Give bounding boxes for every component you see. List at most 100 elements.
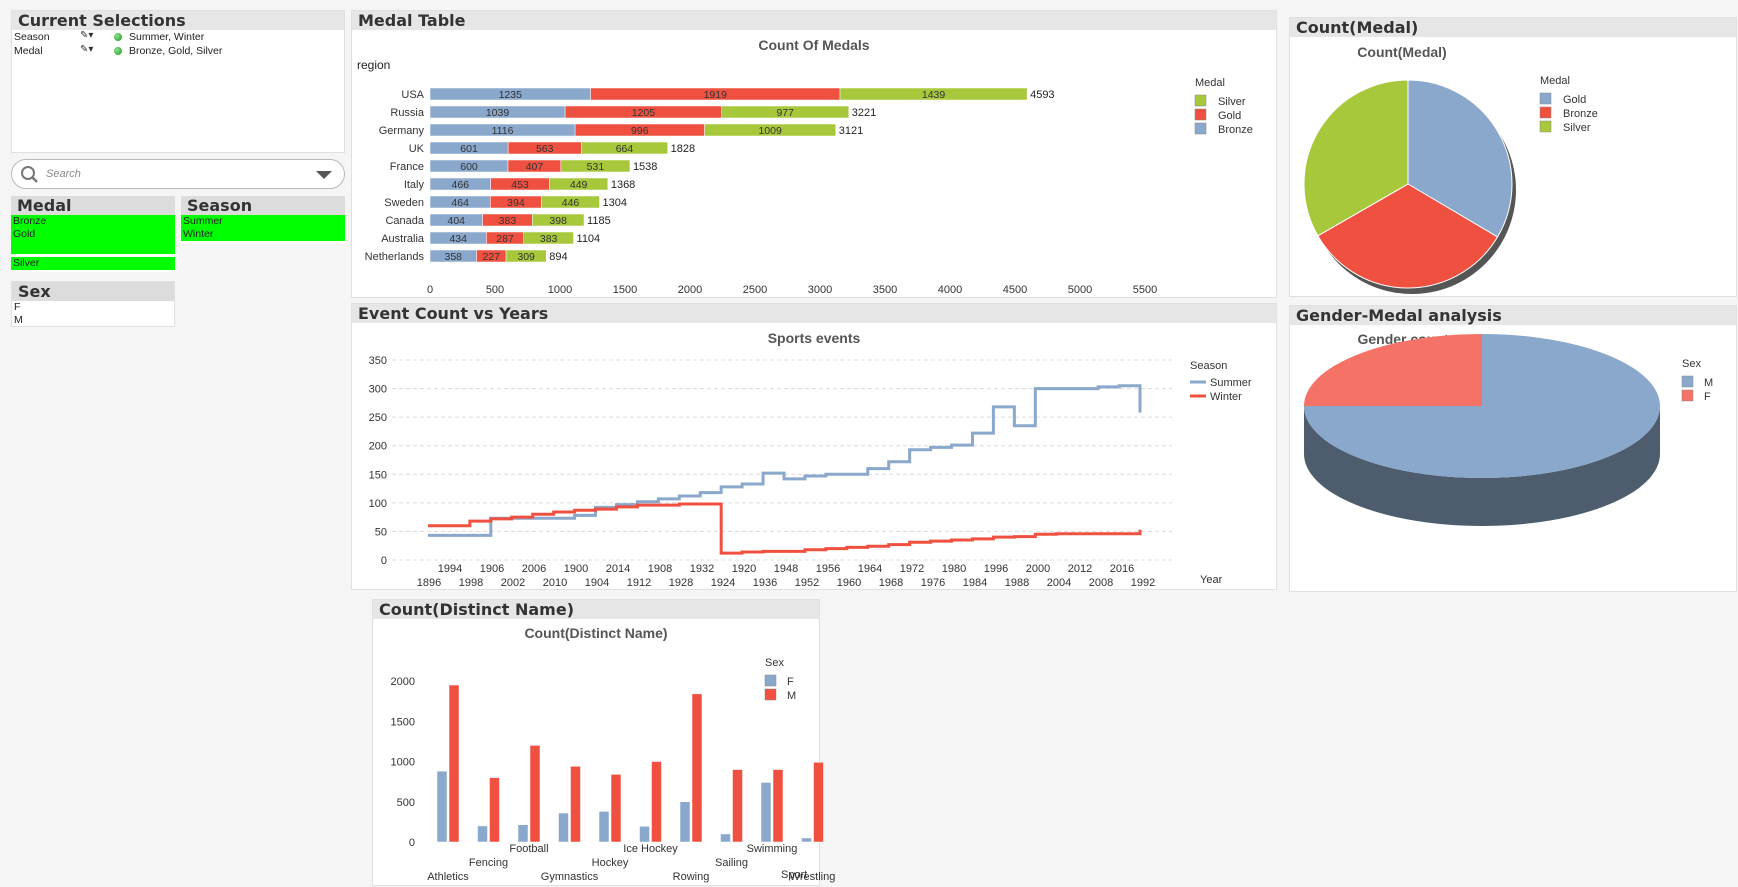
bar xyxy=(517,824,529,843)
x-tick-label: 4000 xyxy=(938,284,962,296)
data-label: 1205 xyxy=(632,107,656,119)
x-tick-label: 1984 xyxy=(963,577,987,589)
bar xyxy=(732,769,743,843)
eraser-dropdown-icon[interactable]: ✎▾ xyxy=(80,30,94,41)
list-item[interactable]: Winter xyxy=(181,228,345,241)
category-label: Australia xyxy=(381,233,425,245)
x-tick-label: 1956 xyxy=(816,563,840,575)
count-medal-panel: Count(Medal) Count(Medal) Medal Gold Bronz… xyxy=(1289,17,1737,297)
list-item[interactable]: Summer xyxy=(181,215,345,228)
sex-listbox-title: Sex xyxy=(12,282,174,301)
pie-slice xyxy=(1304,334,1482,406)
status-dot-icon xyxy=(114,47,122,55)
legend-swatch xyxy=(1194,94,1207,107)
chart-title: Count Of Medals xyxy=(758,37,870,53)
bar-segment xyxy=(505,249,547,263)
search-box[interactable]: Search xyxy=(11,159,345,189)
data-label: 664 xyxy=(616,143,634,155)
bar-segment xyxy=(704,123,836,137)
eraser-dropdown-icon[interactable]: ✎▾ xyxy=(80,44,94,55)
bar-segment xyxy=(721,105,849,119)
legend-title: Medal xyxy=(1195,77,1225,89)
bar xyxy=(489,777,500,843)
bar xyxy=(529,745,541,843)
x-tick-label: 1928 xyxy=(669,577,693,589)
x-tick-label: 1906 xyxy=(480,563,504,575)
legend-label: Bronze xyxy=(1218,124,1253,136)
list-item[interactable]: Bronze xyxy=(11,215,175,228)
distinct-name-panel: Count(Distinct Name) Count(Distinct Name… xyxy=(372,599,836,886)
x-tick-label: 1920 xyxy=(732,563,756,575)
x-tick-label: 1948 xyxy=(774,563,798,575)
x-tick-label: 1896 xyxy=(417,577,441,589)
category-label: Canada xyxy=(385,215,424,227)
events-line-chart: 0 50 100 150 200 250 300 350 1994 1906 2006 1900 201… xyxy=(369,355,1252,589)
chevron-down-icon[interactable] xyxy=(316,171,332,179)
data-label: 404 xyxy=(447,215,465,227)
distinct-name-bar-chart: 0 500 1000 1500 2000 AthleticsFencingFootball… xyxy=(391,657,836,883)
bar xyxy=(679,801,691,843)
x-tick-label: 2008 xyxy=(1089,577,1113,589)
x-tick-label: 2006 xyxy=(522,563,546,575)
data-label: 383 xyxy=(499,215,517,227)
x-tick-label: 2500 xyxy=(743,284,767,296)
category-label: Russia xyxy=(390,107,425,119)
data-label: 1009 xyxy=(758,125,782,137)
total-label: 1304 xyxy=(603,197,627,209)
x-tick-label: 2010 xyxy=(543,577,567,589)
x-tick-label: 2014 xyxy=(606,563,630,575)
x-tick-label: 2000 xyxy=(1026,563,1050,575)
search-placeholder: Search xyxy=(46,168,81,180)
data-label: 358 xyxy=(445,251,463,263)
medal-table-panel: Medal Table Count Of Medals region 0 500 1… xyxy=(351,10,1277,298)
legend-title: Sex xyxy=(765,657,784,669)
bar xyxy=(477,825,488,843)
x-tick-label: 1936 xyxy=(753,577,777,589)
category-label: France xyxy=(390,161,424,173)
legend-swatch xyxy=(1539,92,1552,105)
data-label: 563 xyxy=(536,143,554,155)
data-label: 434 xyxy=(449,233,467,245)
x-tick-label: 3500 xyxy=(873,284,897,296)
legend-label: Gold xyxy=(1218,110,1241,122)
data-label: 996 xyxy=(631,125,649,137)
bar xyxy=(558,812,569,843)
bar-segment xyxy=(581,141,668,155)
sex-listbox: Sex F M xyxy=(11,281,175,327)
legend-label: Gold xyxy=(1563,94,1586,106)
legend-label: Bronze xyxy=(1563,108,1598,120)
legend-title: Season xyxy=(1190,360,1227,372)
y-tick-label: 2000 xyxy=(391,676,415,688)
y-tick-label: 0 xyxy=(381,555,387,567)
x-tick-label: 1994 xyxy=(438,563,462,575)
total-label: 1538 xyxy=(633,161,657,173)
data-label: 446 xyxy=(562,197,580,209)
selection-field-label: Season xyxy=(14,31,50,43)
list-item[interactable]: F xyxy=(14,301,21,313)
list-item[interactable]: M xyxy=(14,314,23,326)
list-item[interactable] xyxy=(11,241,175,254)
medal-listbox: Medal Bronze Gold Silver xyxy=(11,196,175,272)
medal-table-title: Medal Table xyxy=(352,11,1276,30)
bar xyxy=(651,761,662,843)
x-tick-label: 2016 xyxy=(1110,563,1134,575)
list-item[interactable]: Gold xyxy=(11,228,175,241)
chart-title: Count(Medal) xyxy=(1357,44,1447,60)
pie-side xyxy=(1304,406,1660,526)
data-label: 227 xyxy=(483,251,501,263)
bar-segment xyxy=(523,231,574,245)
dimension-label: region xyxy=(357,58,391,72)
medal-bar-chart: 0 500 1000 1500 2000 2500 3000 3500 4000 4500 5000… xyxy=(365,77,1253,296)
list-item[interactable]: Silver xyxy=(11,257,175,270)
selection-row-season: Season ✎▾ Summer, Winter xyxy=(14,30,334,45)
total-label: 1185 xyxy=(587,215,611,227)
data-label: 464 xyxy=(451,197,469,209)
data-label: 453 xyxy=(511,179,529,191)
bar-segment xyxy=(839,87,1028,101)
bar-segment xyxy=(541,195,600,209)
data-label: 383 xyxy=(540,233,558,245)
selection-value: Summer, Winter xyxy=(129,31,205,43)
x-tick-label: 1972 xyxy=(900,563,924,575)
data-label: 601 xyxy=(460,143,478,155)
search-icon xyxy=(21,166,38,183)
